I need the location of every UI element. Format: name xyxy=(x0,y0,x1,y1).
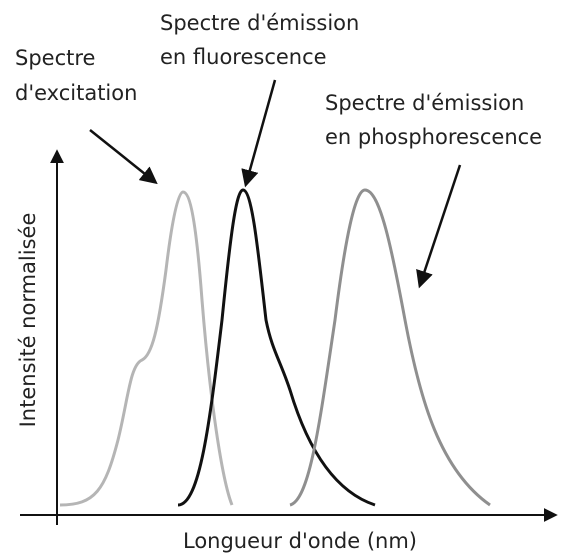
fluorescence-curve xyxy=(177,188,376,507)
label-line: Spectre d'émission xyxy=(325,91,524,115)
arrow xyxy=(416,164,462,289)
y-axis-label: Intensité normalisée xyxy=(16,213,40,428)
label-line: d'excitation xyxy=(15,81,137,105)
arrow xyxy=(241,79,277,188)
label-line: en fluorescence xyxy=(160,45,327,69)
label-line: Spectre xyxy=(15,46,95,70)
label-line: Spectre d'émission xyxy=(160,11,359,35)
excitation-curve xyxy=(59,190,234,507)
arrow xyxy=(89,129,158,185)
x-axis-label: Longueur d'onde (nm) xyxy=(183,529,417,553)
phosphorescence-curve xyxy=(289,188,491,507)
label-line: en phosphorescence xyxy=(325,125,542,149)
